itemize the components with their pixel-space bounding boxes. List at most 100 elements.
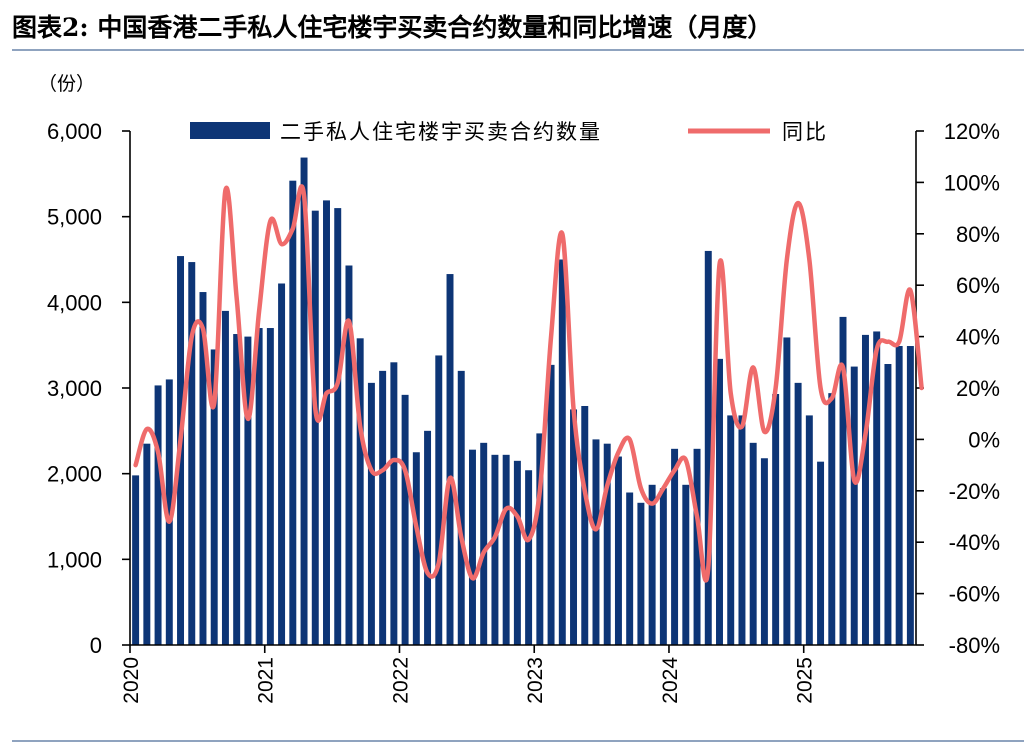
bar-mark [390,362,398,645]
bar-mark [525,470,533,645]
bar-mark [345,265,353,645]
bar-mark [513,460,521,645]
bar-mark [704,250,712,645]
figure-title: 图表2: 中国香港二手私人住宅楼宇买卖合约数量和同比增速（月度） [12,13,772,42]
bar-mark [547,364,555,645]
bar-mark [221,310,229,645]
y-tick-label-right: -80% [949,633,1000,658]
bar-mark [446,274,454,645]
bar-mark [817,461,825,645]
bar-mark [603,443,611,645]
y-tick-label-right: 60% [956,273,1000,298]
bar-mark [435,355,443,645]
bar-series [132,157,914,646]
bar-mark [379,370,387,645]
bar-mark [772,394,780,645]
bar-mark [468,449,476,645]
bar-mark [289,180,297,645]
y-tick-label-right: -40% [949,530,1000,555]
legend-bar-label: 二手私人住宅楼宇买卖合约数量 [280,120,602,144]
y-tick-label-left: 3,000 [47,376,102,401]
bar-mark [188,262,196,645]
bar-mark [401,394,409,645]
bar-mark [480,442,488,645]
bar-mark [828,393,836,645]
y-tick-label-left: 5,000 [47,205,102,230]
bar-mark [132,475,140,645]
bar-mark [143,443,151,645]
bar-mark [783,337,791,645]
y-tick-label-right: 20% [956,376,1000,401]
bar-mark [210,349,218,645]
bar-mark [502,454,510,645]
y-tick-label-left: 6,000 [47,119,102,144]
bar-mark [424,430,432,645]
bar-mark [895,346,903,645]
y-tick-label-left: 2,000 [47,462,102,487]
y-tick-label-right: 100% [944,170,1000,195]
bar-mark [614,456,622,645]
y-tick-label-right: 40% [956,325,1000,350]
bar-mark [873,331,881,645]
y-tick-label-right: 80% [956,222,1000,247]
bar-mark [693,448,701,645]
bar-mark [255,328,263,645]
yoy-series-line [133,184,924,583]
bar-mark [323,200,330,645]
bar-mark [244,336,252,645]
bar-mark [154,385,162,645]
bar-mark [558,259,566,645]
bar-mark [805,415,813,645]
bar-mark [727,415,735,645]
bar-mark [738,415,746,645]
bar-mark [581,405,589,645]
chart-legend: 二手私人住宅楼宇买卖合约数量 同比 [190,120,828,144]
bar-mark [278,283,286,645]
bar-mark [356,338,364,645]
x-tick-label: 2021 [255,657,278,704]
bar-mark [367,382,375,645]
y-tick-label-right: 0% [968,427,1000,452]
bar-mark [412,452,420,645]
x-tick-label: 2025 [794,657,817,704]
legend-bar-swatch [190,122,270,139]
legend-line-label: 同比 [782,120,828,144]
y-tick-label-left: 0 [90,633,102,658]
bar-mark [884,364,892,645]
bar-mark [457,370,465,645]
y-tick-label-left: 1,000 [47,547,102,572]
bar-mark [626,492,634,645]
bar-mark [716,358,723,645]
bar-mark [648,484,656,645]
bar-mark [906,346,914,645]
x-tick-label: 2023 [524,657,547,704]
bar-mark [682,484,690,645]
bar-mark [749,442,757,645]
x-tick-label: 2022 [389,657,412,704]
chart-axes: 0 1,000 2,000 3,000 4,000 5,000 6,000 -80% -60% -… [47,119,1000,704]
bar-mark [233,334,241,645]
bar-mark [300,157,308,645]
bar-mark [794,382,802,645]
x-tick-label: 2020 [120,657,143,704]
bar-mark [592,439,600,645]
bar-mark [536,433,544,645]
bar-mark [671,448,679,645]
x-tick-label: 2024 [659,657,682,704]
bar-mark [570,409,578,645]
bar-mark [839,316,847,645]
bar-mark [266,328,274,645]
bar-mark [659,488,667,645]
bar-mark [861,334,869,645]
line-series [133,184,924,583]
bar-mark [334,208,342,645]
bar-mark [311,210,319,646]
y-tick-label-right: -20% [949,479,1000,504]
bar-mark [850,366,858,645]
bar-mark [199,292,207,645]
bar-mark [165,379,173,645]
bar-mark [491,454,499,645]
y-axis-unit-label: （份） [38,73,95,95]
bar-mark [637,502,645,645]
